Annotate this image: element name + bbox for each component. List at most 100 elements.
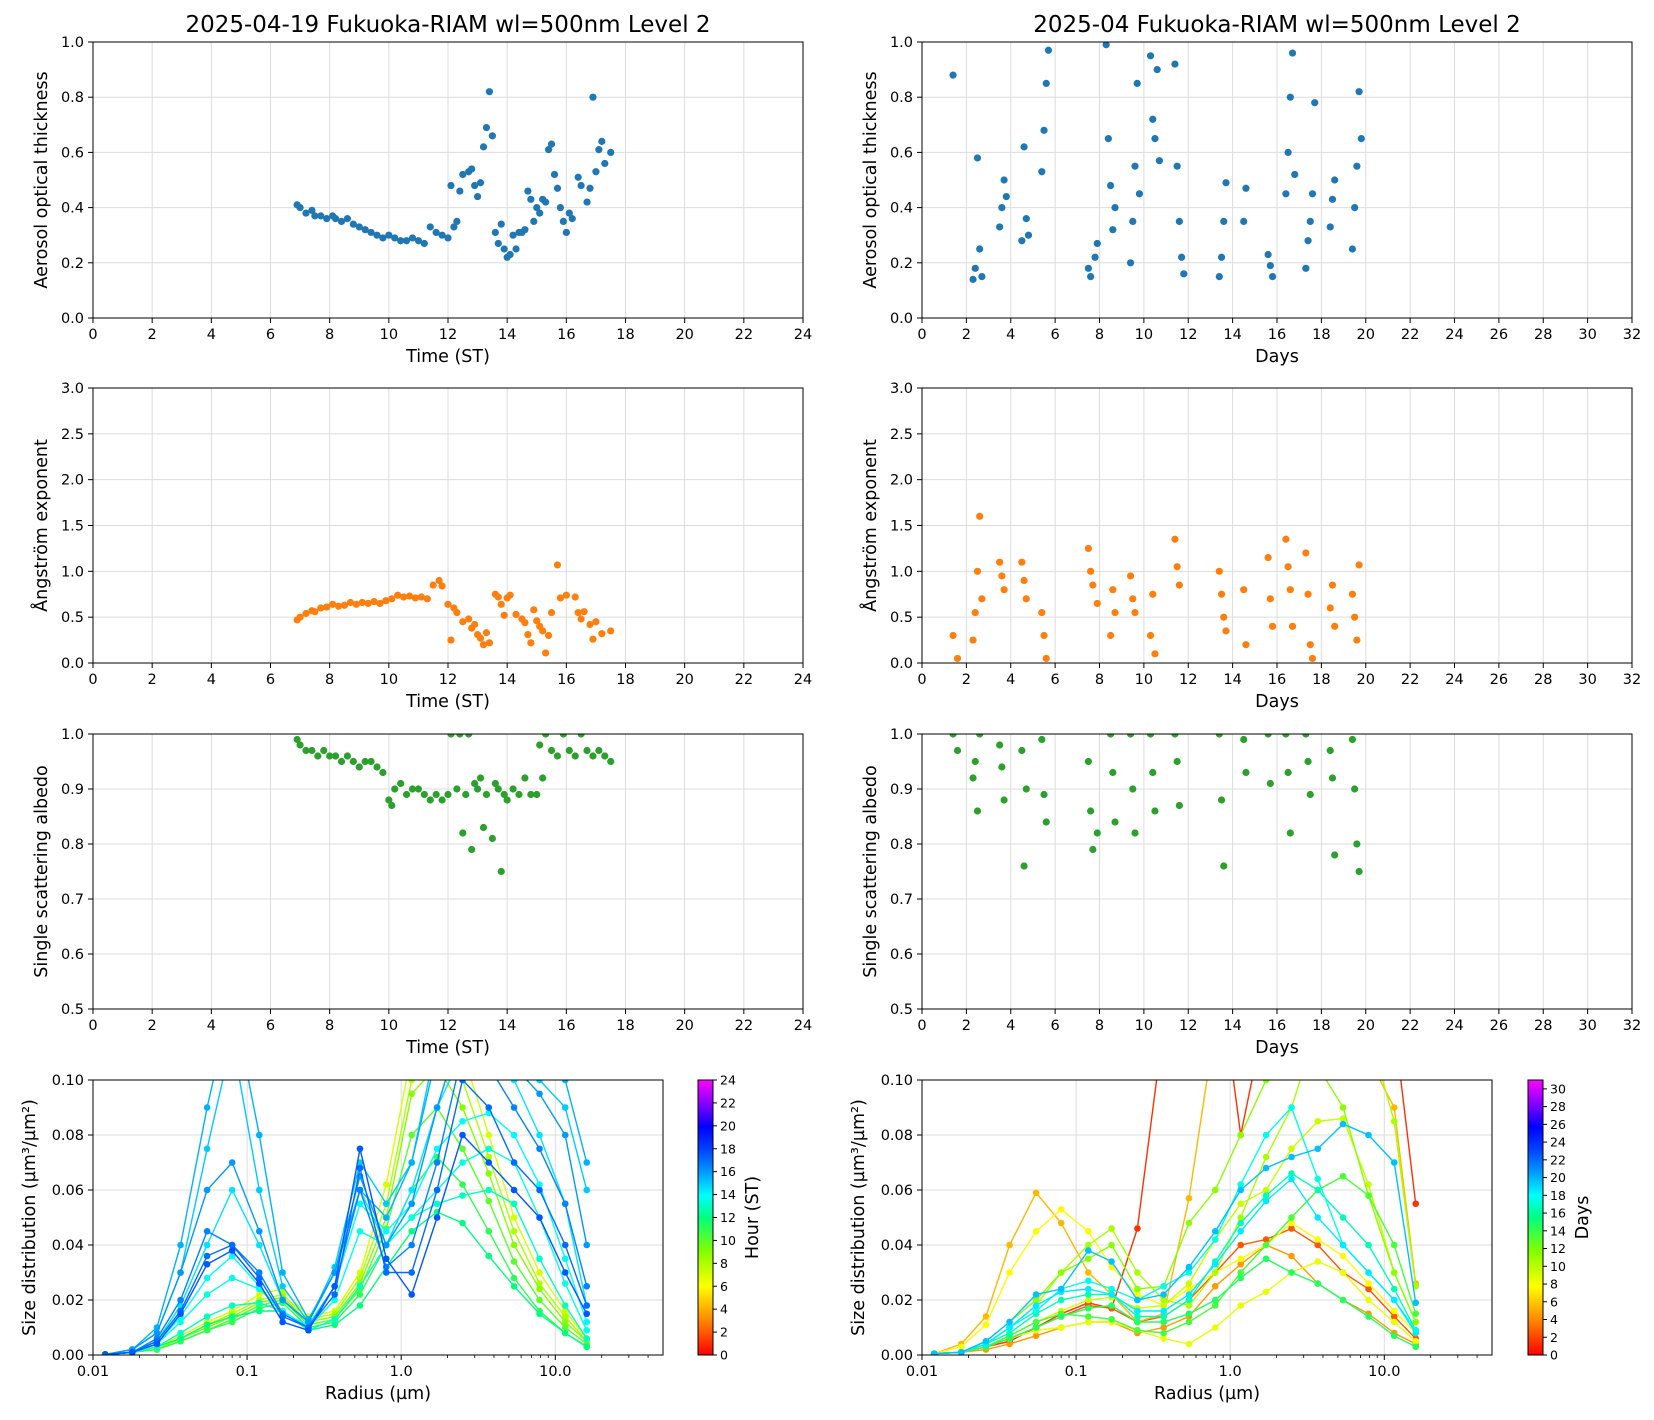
series-point <box>408 1090 416 1098</box>
x-tick-label: 32 <box>1623 672 1641 688</box>
series-point <box>1365 1269 1372 1276</box>
series-point <box>1390 1117 1398 1125</box>
y-tick-label: 0.02 <box>52 1293 84 1309</box>
data-point <box>598 630 606 638</box>
data-point <box>438 582 446 590</box>
data-point <box>402 237 411 245</box>
y-tick-label: 0.00 <box>881 1348 913 1364</box>
data-point <box>488 834 496 843</box>
x-tick-label: 2 <box>148 1018 157 1034</box>
colorbar-scale <box>697 1079 714 1356</box>
x-tick-label: 12 <box>1179 1018 1197 1034</box>
data-point <box>1357 135 1365 143</box>
data-point <box>317 604 325 612</box>
series-point <box>1390 1313 1398 1320</box>
series-point <box>177 1329 184 1337</box>
data-point <box>1089 581 1097 589</box>
series-point <box>1390 1296 1398 1304</box>
data-point <box>503 796 511 804</box>
series-point <box>459 994 466 1001</box>
x-tick-label: 18 <box>1312 672 1330 688</box>
series-point <box>433 1214 441 1221</box>
series-point <box>1412 1343 1420 1351</box>
series-point <box>255 1269 263 1276</box>
data-point <box>953 654 962 663</box>
x-tick-label: 0 <box>917 672 926 688</box>
x-tick-label: 12 <box>439 672 457 688</box>
series-point <box>177 1318 184 1326</box>
series-point <box>1057 1219 1065 1227</box>
x-tick-label: 6 <box>1051 327 1060 343</box>
data-point <box>1217 590 1226 598</box>
series-point <box>1057 1313 1065 1320</box>
series-point <box>583 1318 591 1326</box>
y-tick-label: 0.8 <box>61 837 84 853</box>
data-point <box>1286 829 1294 837</box>
data-point <box>998 204 1006 212</box>
y-tick-label: 0.6 <box>890 145 913 161</box>
series-point <box>177 1310 184 1318</box>
series-point <box>1160 1302 1167 1309</box>
data-point <box>414 785 423 793</box>
data-layer <box>293 88 615 261</box>
data-point <box>337 757 346 766</box>
data-point <box>1084 264 1093 272</box>
series-point <box>1160 1313 1167 1320</box>
data-point <box>471 181 479 190</box>
colorbar-tick-label: 4 <box>1550 1312 1558 1327</box>
data-point <box>978 595 986 603</box>
data-point <box>323 603 331 611</box>
x-tick-label: 8 <box>325 672 334 688</box>
data-point <box>1129 217 1137 225</box>
series-point <box>1160 1022 1167 1029</box>
data-point <box>1175 801 1183 810</box>
series-point <box>255 1280 263 1287</box>
data-point <box>547 608 556 617</box>
x-tick-label: 14 <box>1223 672 1241 688</box>
x-tick-label: 20 <box>675 327 693 343</box>
series-point <box>1340 1022 1347 1029</box>
data-point <box>1102 42 1110 49</box>
x-tick-label: 14 <box>1223 327 1241 343</box>
x-tick-label: 6 <box>1051 1018 1060 1034</box>
y-tick-label: 2.0 <box>890 473 913 489</box>
data-point <box>373 763 381 771</box>
series-point <box>1185 1280 1193 1287</box>
series-point <box>536 1080 543 1084</box>
series-point <box>229 994 236 1001</box>
series-point <box>1084 1269 1092 1276</box>
chart-monthly-ssa: 0 2 4 6 8 10 12 14 16 18 20 22 24 26 28 30 32Days0.50.60… <box>861 727 1641 1058</box>
data-point <box>521 619 529 627</box>
series-point <box>279 1282 286 1290</box>
series-point <box>382 1227 390 1235</box>
series-point <box>459 1192 466 1199</box>
series-point <box>485 1159 493 1166</box>
series-point <box>203 1186 211 1194</box>
x-tick-label: 16 <box>1268 327 1286 343</box>
series-point <box>485 1104 493 1111</box>
data-point <box>476 634 485 642</box>
data-point <box>1173 757 1181 766</box>
series-point <box>408 1159 416 1166</box>
series-point <box>1262 1131 1270 1139</box>
series-point <box>203 1227 211 1235</box>
y-tick-label: 0.0 <box>61 656 84 672</box>
series-point <box>1314 1063 1321 1070</box>
series-point <box>1006 1329 1013 1337</box>
data-point <box>1111 204 1119 212</box>
data-point <box>562 591 570 599</box>
data-point <box>432 790 440 799</box>
data-point <box>589 93 597 101</box>
series-point <box>583 1282 591 1290</box>
data-point <box>1020 576 1028 585</box>
data-point <box>1000 586 1008 594</box>
series-point <box>1160 1318 1167 1326</box>
series-point <box>331 1321 338 1329</box>
x-tick-label: 12 <box>1179 327 1197 343</box>
series-point <box>1262 1288 1270 1296</box>
x-axis-label: Radius (µm) <box>1154 1384 1260 1404</box>
data-point <box>476 179 485 187</box>
